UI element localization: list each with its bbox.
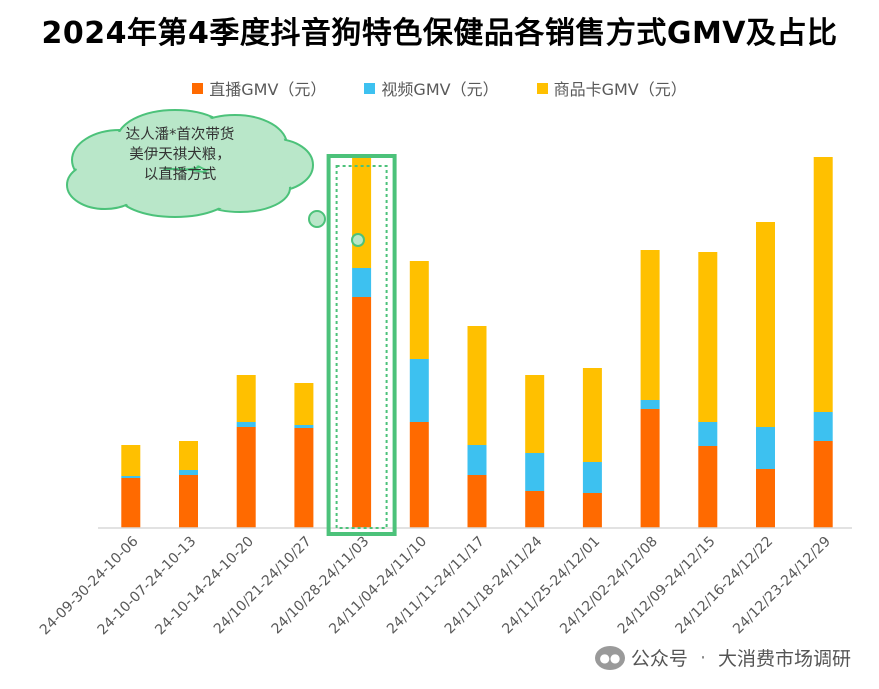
legend-item-live: 直播GMV（元） [192, 76, 326, 100]
bar-live-4 [352, 297, 372, 528]
legend-swatch-video [364, 82, 376, 94]
bar-video-7 [525, 453, 545, 491]
bar-card-8 [582, 368, 602, 462]
bar-video-2 [236, 422, 256, 427]
x-tick-label-8: 24/11/25-24/12/01 [499, 534, 603, 638]
bar-live-12 [813, 441, 833, 528]
annotation-text-line-2: 以直播方式 [144, 166, 217, 183]
legend-label-card: 商品卡GMV（元） [553, 80, 687, 99]
bar-card-3 [294, 383, 314, 425]
legend-swatch-card [536, 82, 548, 94]
bar-card-5 [409, 261, 429, 359]
x-tick-label-3: 24/10/21-24/10/27 [211, 534, 315, 638]
bar-card-7 [525, 375, 545, 453]
legend-label-live: 直播GMV（元） [209, 80, 327, 99]
legend-swatch-live [192, 82, 204, 94]
bar-video-12 [813, 412, 833, 441]
bar-video-4 [352, 268, 372, 297]
x-tick-label-7: 24/11/18-24/11/24 [442, 533, 546, 637]
bar-card-1 [179, 441, 198, 470]
bar-live-3 [294, 428, 314, 528]
watermark-prefix: 公众号 [630, 648, 688, 670]
bar-live-11 [756, 469, 775, 528]
bar-card-4 [352, 157, 372, 268]
x-tick-label-2: 24-10-14-24-10-20 [152, 534, 257, 639]
legend-item-video: 视频GMV（元） [364, 76, 499, 100]
bars-group [121, 157, 833, 528]
bar-card-11 [756, 222, 775, 427]
bar-video-1 [179, 470, 198, 475]
annotation-cloud [66, 109, 314, 218]
x-tick-label-10: 24/12/09-24/12/15 [615, 534, 719, 638]
bar-live-1 [179, 475, 198, 528]
bar-video-9 [640, 400, 660, 409]
bar-video-8 [582, 462, 602, 493]
bar-video-5 [409, 359, 429, 422]
wechat-public-account-icon: ●● [594, 645, 625, 670]
bar-live-0 [121, 478, 141, 528]
bar-card-2 [236, 375, 256, 422]
chart-legend: 直播GMV（元） 视频GMV（元） 商品卡GMV（元） [0, 76, 879, 100]
x-tick-labels: 24-09-30-24-10-0624-10-07-24-10-1324-10-… [37, 533, 834, 638]
legend-label-video: 视频GMV（元） [381, 80, 499, 99]
bar-card-9 [640, 250, 660, 400]
bar-live-8 [582, 493, 602, 528]
x-tick-label-9: 24/12/02-24/12/08 [557, 534, 661, 638]
annotation-dotted-box [335, 165, 388, 529]
bar-live-9 [640, 409, 660, 528]
x-tick-label-4: 24/10/28-24/11/03 [269, 534, 373, 638]
x-tick-label-11: 24/12/16-24/12/22 [672, 534, 776, 638]
annotation-bubble-small [351, 233, 365, 247]
x-tick-label-5: 24/11/04-24/11/10 [326, 534, 430, 638]
annotation-text-line-1: 美伊天祺犬粮， [129, 146, 231, 163]
x-tick-label-12: 24/12/23-24/12/29 [730, 534, 834, 638]
bar-video-0 [121, 476, 141, 478]
bar-live-2 [236, 427, 256, 528]
watermark-separator: · [699, 646, 706, 669]
bar-live-7 [525, 491, 545, 528]
bar-video-6 [467, 445, 487, 475]
bar-card-12 [813, 157, 833, 412]
bar-card-0 [121, 445, 141, 476]
x-tick-label-1: 24-10-07-24-10-13 [95, 534, 200, 639]
bar-video-10 [698, 422, 718, 446]
annotation-bubble-large [308, 210, 326, 228]
bar-card-10 [698, 252, 718, 422]
bar-video-11 [756, 427, 775, 469]
x-tick-label-6: 24/11/11-24/11/17 [384, 534, 488, 638]
bar-live-6 [467, 475, 487, 528]
watermark-name: 大消费市场调研 [717, 648, 851, 670]
annotation-highlight-box [326, 154, 397, 536]
chart-title: 2024年第4季度抖音狗特色保健品各销售方式GMV及占比 [41, 16, 838, 51]
bar-live-5 [409, 422, 429, 528]
bar-card-6 [467, 326, 487, 445]
bar-video-3 [294, 425, 314, 428]
watermark: ●● 公众号 · 大消费市场调研 [594, 644, 851, 671]
legend-item-card: 商品卡GMV（元） [536, 76, 687, 100]
bar-live-10 [698, 446, 718, 528]
annotation-text-line-0: 达人潘*首次带货 [126, 126, 235, 143]
x-tick-label-0: 24-09-30-24-10-06 [37, 533, 142, 638]
